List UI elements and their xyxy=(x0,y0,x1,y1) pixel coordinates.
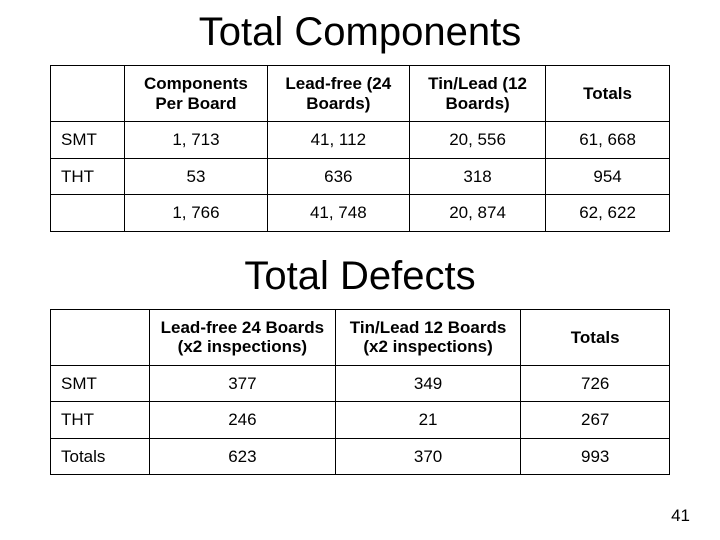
col-header: Tin/Lead (12 Boards) xyxy=(409,66,545,122)
col-header: Lead-free (24 Boards) xyxy=(267,66,409,122)
row-label: THT xyxy=(51,158,125,195)
table-cell: 1, 713 xyxy=(125,122,267,159)
table-cell: 41, 748 xyxy=(267,195,409,232)
table-cell: 726 xyxy=(521,365,670,402)
col-header: Totals xyxy=(546,66,670,122)
col-header: Components Per Board xyxy=(125,66,267,122)
row-label xyxy=(51,195,125,232)
col-header: Totals xyxy=(521,309,670,365)
table-header-row: Lead-free 24 Boards (x2 inspections) Tin… xyxy=(51,309,670,365)
table-row: Totals 623 370 993 xyxy=(51,438,670,475)
table-row: SMT 377 349 726 xyxy=(51,365,670,402)
table-cell: 993 xyxy=(521,438,670,475)
components-table: Components Per Board Lead-free (24 Board… xyxy=(50,65,670,232)
table-row: 1, 766 41, 748 20, 874 62, 622 xyxy=(51,195,670,232)
table-cell: 370 xyxy=(335,438,521,475)
table-cell: 954 xyxy=(546,158,670,195)
table-cell: 349 xyxy=(335,365,521,402)
row-label: Totals xyxy=(51,438,150,475)
col-header xyxy=(51,309,150,365)
table-cell: 20, 556 xyxy=(409,122,545,159)
table-cell: 53 xyxy=(125,158,267,195)
table-cell: 318 xyxy=(409,158,545,195)
components-title: Total Components xyxy=(50,10,670,55)
table-row: THT 246 21 267 xyxy=(51,402,670,439)
table-cell: 62, 622 xyxy=(546,195,670,232)
table-cell: 41, 112 xyxy=(267,122,409,159)
table-cell: 267 xyxy=(521,402,670,439)
table-cell: 1, 766 xyxy=(125,195,267,232)
defects-table: Lead-free 24 Boards (x2 inspections) Tin… xyxy=(50,309,670,476)
defects-title: Total Defects xyxy=(50,254,670,299)
row-label: SMT xyxy=(51,122,125,159)
page-number: 41 xyxy=(671,506,690,526)
table-cell: 246 xyxy=(150,402,336,439)
col-header: Lead-free 24 Boards (x2 inspections) xyxy=(150,309,336,365)
table-header-row: Components Per Board Lead-free (24 Board… xyxy=(51,66,670,122)
table-cell: 636 xyxy=(267,158,409,195)
table-cell: 21 xyxy=(335,402,521,439)
table-row: THT 53 636 318 954 xyxy=(51,158,670,195)
table-cell: 377 xyxy=(150,365,336,402)
table-cell: 20, 874 xyxy=(409,195,545,232)
row-label: THT xyxy=(51,402,150,439)
table-row: SMT 1, 713 41, 112 20, 556 61, 668 xyxy=(51,122,670,159)
col-header xyxy=(51,66,125,122)
row-label: SMT xyxy=(51,365,150,402)
col-header: Tin/Lead 12 Boards (x2 inspections) xyxy=(335,309,521,365)
slide-page: Total Components Components Per Board Le… xyxy=(0,0,720,540)
table-cell: 61, 668 xyxy=(546,122,670,159)
table-cell: 623 xyxy=(150,438,336,475)
